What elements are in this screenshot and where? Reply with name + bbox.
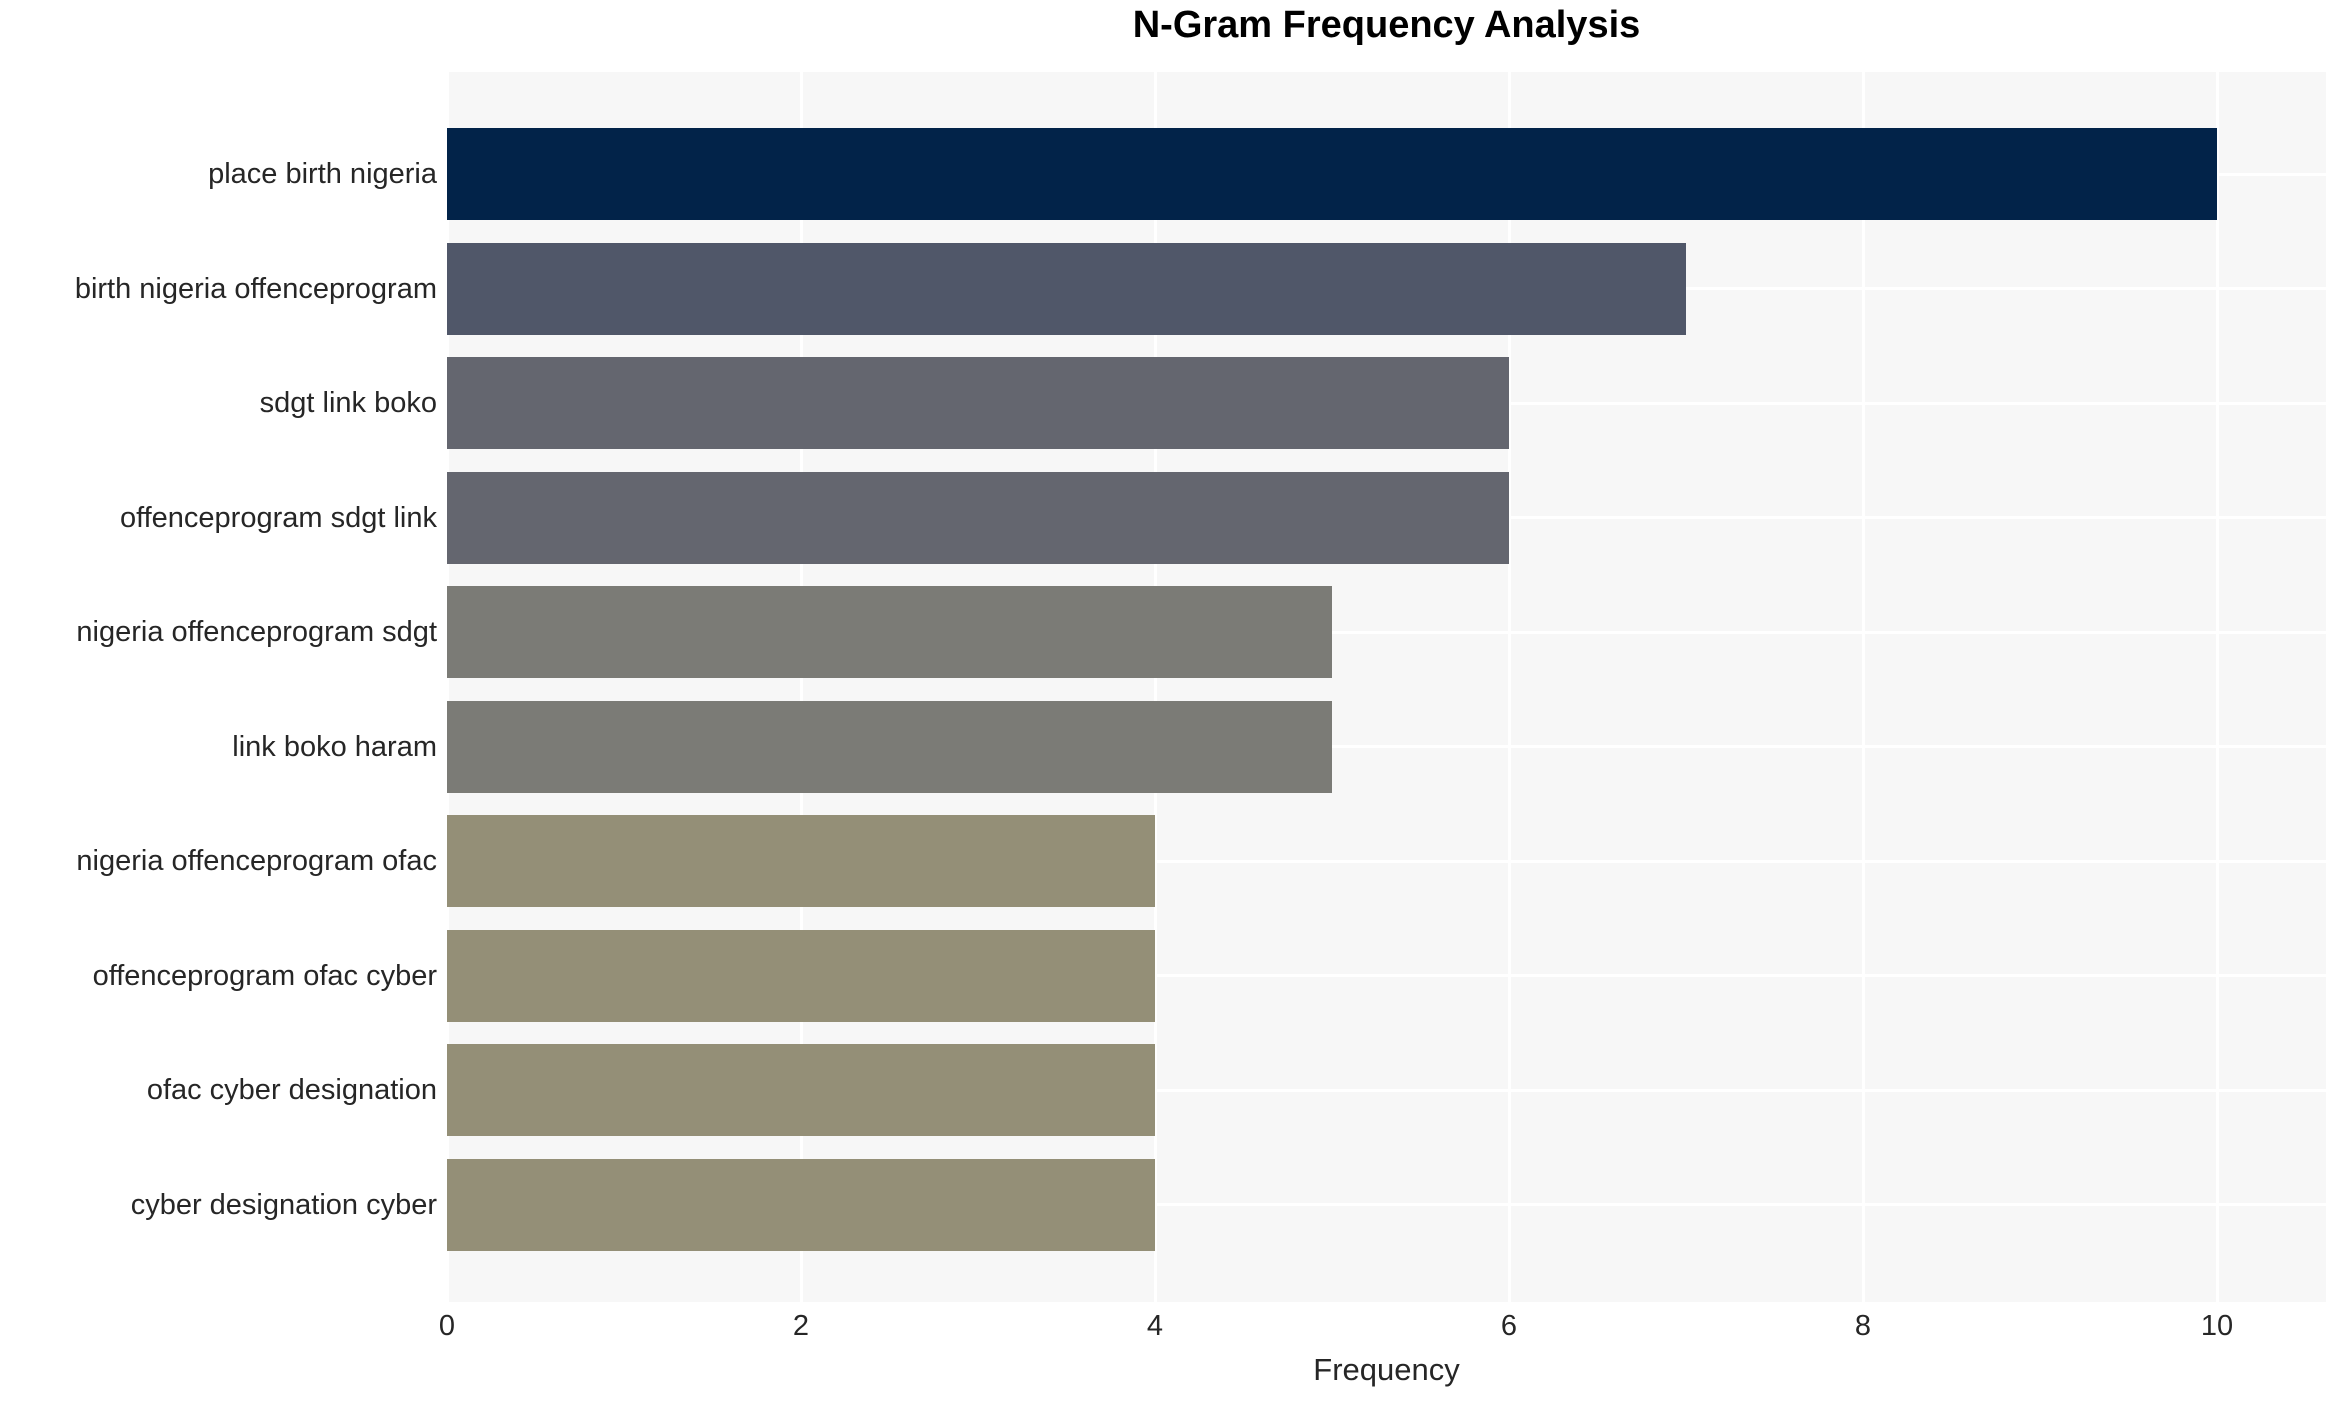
bar-nigeria-offenceprogram-ofac: [447, 815, 1155, 907]
y-tick-label: ofac cyber designation: [146, 1074, 437, 1106]
bar-sdgt-link-boko: [447, 357, 1509, 449]
x-tick-label: 8: [1854, 1310, 1872, 1342]
x-tick-label: 6: [1500, 1310, 1518, 1342]
bar-link-boko-haram: [447, 700, 1332, 793]
y-gridline: [447, 1203, 2326, 1206]
y-tick-label: place birth nigeria: [208, 158, 437, 190]
x-tick-label: 2: [792, 1310, 810, 1342]
y-gridline: [447, 974, 2326, 977]
plot-area: [445, 72, 2326, 1302]
x-tick-label: 0: [438, 1310, 456, 1342]
y-tick-label: birth nigeria offenceprogram: [74, 272, 437, 305]
y-tick-label: sdgt link boko: [259, 387, 437, 419]
bar-place-birth-nigeria: [447, 128, 2217, 220]
y-tick-label: cyber designation cyber: [130, 1188, 437, 1221]
bar-offenceprogram-ofac-cyber: [447, 929, 1155, 1022]
chart-title: N-Gram Frequency Analysis: [1132, 4, 1641, 46]
x-gridline: [1153, 72, 1157, 1302]
y-gridline: [447, 745, 2326, 748]
y-tick-label: offenceprogram sdgt link: [119, 501, 437, 534]
y-gridline: [447, 859, 2326, 863]
x-tick-label: 10: [2200, 1310, 2234, 1342]
x-gridline: [445, 72, 449, 1302]
y-gridline: [447, 1088, 2326, 1092]
y-tick-label: nigeria offenceprogram ofac: [76, 845, 437, 877]
bar-nigeria-offenceprogram-sdgt: [447, 586, 1332, 678]
x-tick-label: 4: [1146, 1310, 1164, 1342]
x-axis-title: Frequency: [1313, 1352, 1460, 1387]
y-tick-label: nigeria offenceprogram sdgt: [76, 616, 437, 648]
bar-offenceprogram-sdgt-link: [447, 471, 1509, 564]
y-gridline: [447, 630, 2326, 634]
x-gridline: [1861, 72, 1865, 1302]
y-tick-label: offenceprogram ofac cyber: [92, 959, 437, 992]
x-gridline: [799, 72, 803, 1302]
x-gridline: [2215, 72, 2219, 1302]
y-tick-label: link boko haram: [232, 730, 437, 763]
bar-ofac-cyber-designation: [447, 1044, 1155, 1136]
x-axis: 0 2 4 6 8 10: [439, 1302, 2326, 1352]
bar-cyber-designation-cyber: [447, 1158, 1155, 1251]
x-gridline: [1507, 72, 1511, 1302]
bar-birth-nigeria-offenceprogram: [447, 242, 1686, 335]
y-axis-labels: place birth nigeria birth nigeria offence…: [0, 72, 437, 1302]
